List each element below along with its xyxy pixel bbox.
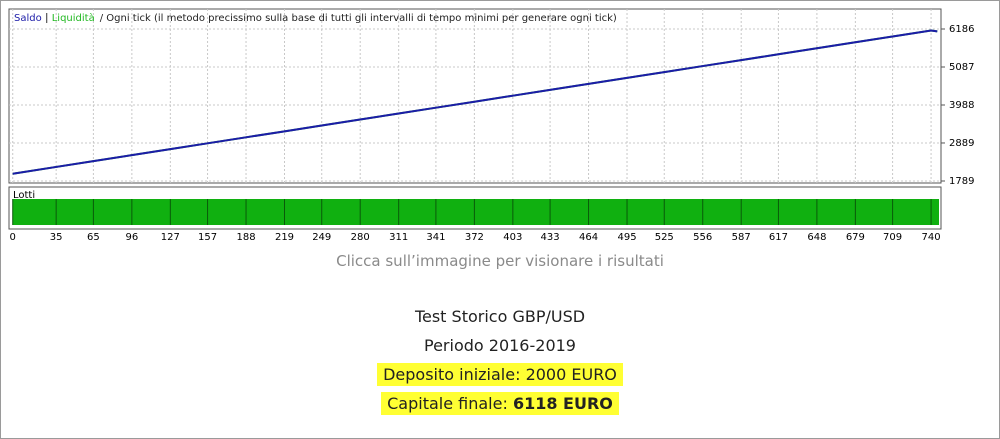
x-tick-label: 556 — [693, 232, 712, 243]
y-tick-label: 1789 — [949, 176, 974, 187]
x-tick-label: 96 — [125, 232, 138, 243]
legend-entry: Saldo — [14, 13, 42, 24]
final-value: 6118 EURO — [512, 394, 613, 413]
chart: Lotti 1789 2889 3988 5087 6186 0 35 65 96 127 157 1… — [8, 8, 974, 243]
highlight: Deposito iniziale: 2000 EURO — [377, 363, 623, 386]
x-tick-label: 587 — [732, 232, 751, 243]
info-line: Deposito iniziale: 2000 EURO — [1, 363, 999, 386]
plot-frame — [8, 8, 942, 184]
x-tick-label: 249 — [312, 232, 331, 243]
y-tick-label: 3988 — [949, 100, 974, 111]
x-tick-label: 157 — [198, 232, 217, 243]
legend-entry: Liquidità — [52, 12, 95, 24]
x-tick-label: 679 — [846, 232, 865, 243]
series-line — [12, 29, 938, 175]
x-tick-label: 617 — [769, 232, 788, 243]
x-tick-label: 403 — [503, 232, 522, 243]
x-tick-label: 740 — [922, 232, 941, 243]
info-line: Periodo 2016-2019 — [424, 336, 576, 355]
lots-band — [13, 199, 939, 225]
x-tick-label: 464 — [579, 232, 598, 243]
subtitle: / Ogni tick (il metodo precissimo sulla … — [100, 13, 617, 24]
y-tick-label: 5087 — [949, 62, 974, 73]
x-tick-label: 433 — [541, 232, 560, 243]
y-tick-label: 6186 — [949, 24, 974, 35]
x-tick-label: 311 — [389, 232, 408, 243]
x-tick-label: 709 — [883, 232, 902, 243]
x-tick-label: 525 — [655, 232, 674, 243]
x-tick-label: 65 — [87, 232, 100, 243]
x-tick-label: 280 — [351, 232, 370, 243]
legend: Saldo Liquidità / Ogni tick (il metodo pre… — [14, 12, 617, 24]
x-tick-label: 372 — [465, 232, 484, 243]
x-tick-label: 219 — [275, 232, 294, 243]
info-line: Capitale finale: 6118 EURO — [1, 392, 999, 415]
y-tick-label: 2889 — [949, 138, 974, 149]
lots-label: Lotti — [13, 190, 35, 201]
x-tick-label: 127 — [161, 232, 180, 243]
final-label: Capitale finale: — [387, 394, 508, 413]
x-tick-label: 495 — [617, 232, 636, 243]
x-tick-label: 341 — [426, 232, 445, 243]
caption: Clicca sull’immagine per visionare i ris… — [336, 252, 664, 270]
x-tick-label: 0 — [10, 232, 16, 243]
x-tick-label: 188 — [236, 232, 255, 243]
highlight: Capitale finale: 6118 EURO — [381, 392, 619, 415]
info-line: Test Storico GBP/USD — [414, 307, 586, 326]
x-tick-label: 648 — [807, 232, 826, 243]
x-tick-label: 35 — [50, 232, 63, 243]
